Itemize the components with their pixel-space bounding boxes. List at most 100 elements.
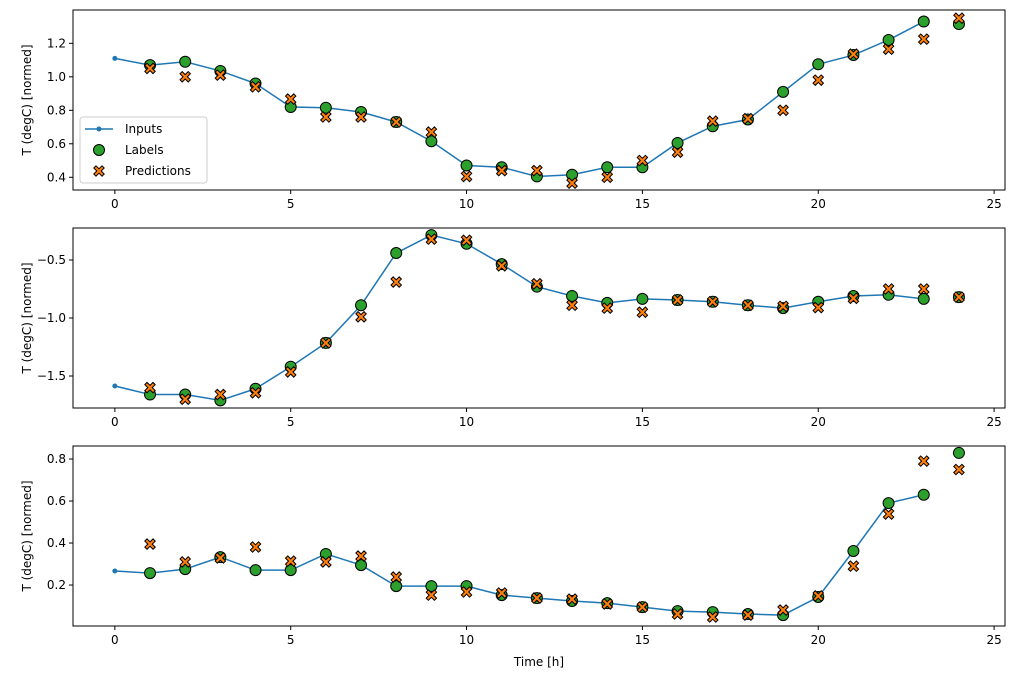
x-tick-label: 15 — [635, 197, 650, 211]
inputs-point — [112, 568, 118, 574]
prediction-point — [179, 393, 192, 406]
prediction-point — [249, 80, 262, 93]
x-tick-label: 15 — [635, 415, 650, 429]
prediction-point — [953, 291, 965, 304]
y-axis-label: T (degC) [normed] — [20, 262, 34, 374]
prediction-point — [179, 556, 192, 568]
prediction-point — [742, 112, 754, 125]
prediction-point — [917, 283, 930, 295]
label-point — [917, 488, 930, 501]
label-point — [777, 85, 790, 98]
label-point — [355, 299, 368, 312]
prediction-point — [917, 33, 930, 46]
x-tick-label: 10 — [459, 633, 474, 647]
y-tick-label: −0.5 — [37, 253, 66, 267]
x-tick-label: 25 — [986, 415, 1001, 429]
prediction-point — [214, 69, 227, 82]
inputs-line — [114, 493, 924, 616]
prediction-point — [742, 299, 754, 312]
legend-predictions-marker — [93, 165, 105, 177]
label-point — [319, 101, 332, 114]
y-tick-label: −1.0 — [37, 311, 66, 325]
prediction-point — [425, 126, 438, 138]
prediction-point — [953, 463, 965, 476]
legend: Inputs Labels Predictions — [79, 116, 208, 184]
y-tick-label: 0.4 — [47, 536, 66, 550]
prediction-point — [319, 111, 332, 123]
prediction-point — [530, 592, 543, 604]
label-point — [636, 292, 649, 305]
axes-frame — [72, 9, 1006, 191]
prediction-point — [319, 556, 332, 568]
prediction-point — [953, 12, 965, 25]
prediction-point — [179, 70, 192, 83]
prediction-point — [671, 608, 684, 620]
x-tick-label: 0 — [111, 197, 119, 211]
legend-labels-marker — [93, 144, 105, 156]
label-point — [425, 580, 438, 593]
label-point — [179, 55, 192, 68]
legend-entry: Predictions — [125, 164, 191, 178]
prediction-point — [355, 111, 367, 123]
y-tick-label: 0.4 — [47, 170, 66, 184]
x-tick-label: 15 — [635, 633, 650, 647]
label-point — [812, 58, 825, 71]
y-tick-label: 1.2 — [47, 36, 66, 50]
legend-entry: Labels — [125, 143, 164, 157]
prediction-point — [636, 154, 649, 167]
prediction-point — [495, 259, 508, 272]
prediction-point — [777, 300, 789, 313]
y-axis-label: T (degC) [normed] — [20, 44, 34, 156]
prediction-point — [566, 299, 578, 312]
prediction-point — [390, 116, 403, 128]
prediction-point — [390, 571, 403, 583]
y-axis-label: T (degC) [normed] — [20, 480, 34, 592]
prediction-point — [742, 609, 754, 621]
prediction-point — [706, 115, 719, 128]
label-point — [284, 564, 297, 577]
prediction-point — [671, 146, 684, 159]
prediction-point — [917, 455, 930, 468]
x-tick-label: 20 — [811, 633, 826, 647]
prediction-point — [812, 301, 825, 314]
x-tick-label: 5 — [287, 633, 295, 647]
label-point — [425, 135, 438, 148]
prediction-point — [530, 164, 543, 177]
prediction-point — [530, 277, 543, 290]
label-point — [882, 497, 895, 510]
prediction-point — [319, 337, 332, 349]
label-point — [390, 247, 403, 260]
axes-frame — [72, 227, 1006, 409]
y-tick-label: 0.6 — [47, 494, 66, 508]
prediction-point — [214, 552, 227, 564]
prediction-point — [847, 48, 860, 61]
label-point — [249, 564, 262, 577]
label-point — [847, 545, 860, 558]
prediction-point — [882, 283, 895, 295]
subplot-3: 0 5 10 15 20 25 0.2 0.4 0.6 0.8 T (degC) [normed] T… — [20, 445, 1006, 669]
prediction-point — [882, 508, 895, 520]
prediction-point — [636, 306, 649, 319]
y-tick-label: 1.0 — [47, 70, 66, 84]
x-tick-label: 0 — [111, 633, 119, 647]
inputs-line — [114, 234, 924, 402]
prediction-point — [249, 541, 262, 553]
subplot-1: 0 5 10 15 20 25 0.4 0.6 0.8 1.0 1.2 T (degC) [norme… — [20, 9, 1006, 211]
prediction-point — [144, 538, 156, 550]
prediction-point — [144, 381, 156, 394]
prediction-point — [671, 294, 684, 306]
prediction-point — [284, 93, 297, 105]
label-point — [917, 292, 930, 305]
prediction-point — [214, 388, 227, 401]
x-tick-label: 5 — [287, 415, 295, 429]
x-tick-label: 20 — [811, 197, 826, 211]
x-tick-label: 10 — [459, 197, 474, 211]
prediction-point — [601, 598, 614, 610]
x-tick-label: 0 — [111, 415, 119, 429]
prediction-point — [390, 276, 403, 288]
prediction-point — [355, 310, 367, 323]
prediction-point — [144, 62, 156, 75]
prediction-point — [882, 43, 895, 56]
prediction-point — [284, 555, 297, 568]
